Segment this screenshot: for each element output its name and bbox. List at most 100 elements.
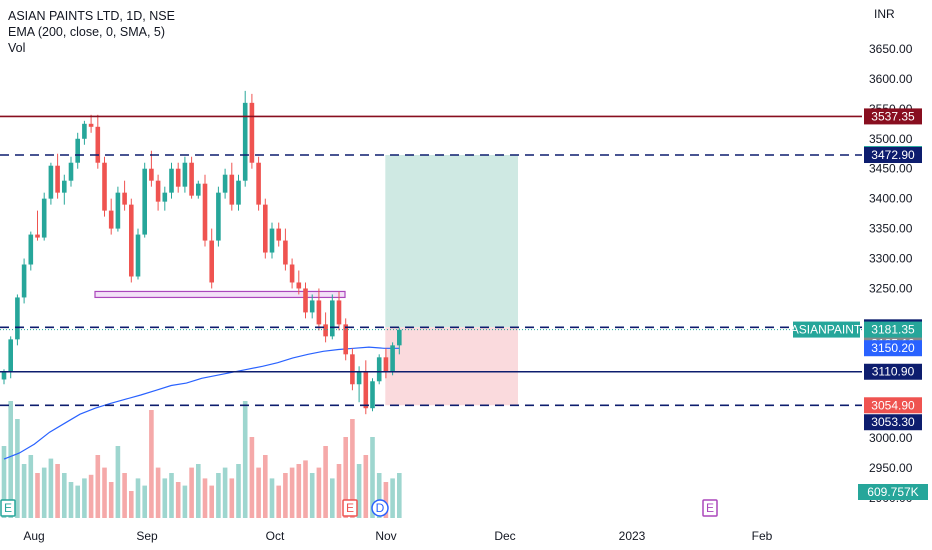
volume-bar [390, 478, 395, 518]
candle [202, 174, 208, 247]
candle [196, 180, 201, 199]
volume-bar [397, 473, 402, 518]
volume-bar [41, 467, 47, 518]
earnings-icon [0, 499, 16, 517]
y-tick-label: 3500.00 [869, 132, 913, 146]
candle [283, 228, 288, 271]
candle-body [108, 210, 114, 229]
event-marker: E [342, 499, 358, 517]
y-tick-label: 3450.00 [869, 162, 913, 176]
price-badge: 3150.20 [864, 340, 922, 357]
candle-body [350, 354, 355, 385]
volume-bar [303, 460, 308, 518]
volume-badge-label: 609.757K [867, 485, 918, 499]
candle-body [209, 240, 214, 283]
candle-body [62, 180, 67, 193]
candle-body [323, 324, 328, 337]
legend-ema[interactable]: EMA (200, close, 0, SMA, 5) [8, 25, 166, 39]
legend-title[interactable]: ASIAN PAINTS LTD, 1D, NSE [8, 9, 175, 23]
candle-body [222, 174, 228, 193]
candle [35, 210, 40, 241]
volume-bar [236, 464, 241, 518]
candle-body [336, 300, 342, 325]
volume-bar [289, 467, 295, 518]
candle-body [216, 192, 221, 241]
candle [256, 156, 261, 211]
price-badge-bg [864, 340, 922, 357]
event-marker-label: E [346, 501, 354, 515]
legend-volume[interactable]: Vol [8, 41, 26, 55]
candle-body [88, 123, 94, 127]
candle [289, 258, 295, 289]
candle-body [242, 102, 248, 181]
event-marker: E [0, 499, 16, 517]
volume-badge-bg [858, 484, 928, 500]
candle [162, 186, 168, 211]
candle [108, 198, 114, 235]
candle-body [15, 297, 20, 340]
candle-body [370, 381, 375, 409]
price-badge: 3110.90 [864, 363, 922, 380]
candle-body [263, 204, 268, 253]
event-marker-label: E [706, 501, 714, 515]
candle [276, 222, 281, 247]
x-tick-label: Oct [266, 529, 285, 543]
candle-body [68, 162, 74, 181]
candle-body [182, 162, 188, 187]
candle-body [55, 165, 60, 193]
candle-body [330, 300, 335, 337]
volume-bar [276, 485, 281, 518]
volume-bar [196, 464, 201, 518]
candle [68, 156, 74, 187]
price-badge: 3181.35 [864, 321, 922, 338]
candle-body [363, 372, 369, 409]
candle-body [1, 372, 7, 380]
candle-body [115, 192, 121, 229]
candle-body [175, 168, 181, 187]
volume-bar [336, 464, 342, 518]
volume-bar [135, 478, 141, 518]
volume-bar [242, 401, 248, 518]
candle-body [390, 345, 395, 373]
price-badge-label: 3053.30 [871, 415, 915, 429]
candle [263, 198, 268, 259]
candle-body [41, 198, 47, 238]
candle [88, 114, 94, 133]
candle-body [48, 165, 54, 199]
volume-bar [21, 464, 27, 518]
volume-bar [175, 482, 181, 518]
profit-zone [385, 155, 518, 328]
candle-body [289, 264, 295, 283]
candle [75, 132, 80, 169]
volume-bar [102, 467, 107, 518]
candle [55, 153, 60, 199]
volume-bar [162, 478, 168, 518]
price-badge: 3472.90 [864, 147, 922, 164]
candle-body [95, 126, 101, 163]
volume-bar [62, 473, 67, 518]
symbol-badge: ASIANPAINT [791, 321, 862, 338]
candle [169, 162, 174, 199]
candle-body [35, 234, 40, 238]
volume-bar [75, 485, 80, 518]
volume-bar [142, 485, 147, 518]
candle-body [376, 357, 382, 382]
y-tick-label: 3350.00 [869, 222, 913, 236]
volume-bar [182, 485, 188, 518]
candle-body [202, 183, 208, 241]
volume-bar [370, 437, 375, 518]
candle-body [283, 240, 288, 265]
candle-body [236, 180, 241, 205]
price-badge-label: 3181.35 [871, 323, 915, 337]
candle [182, 156, 188, 193]
volume-bar [149, 410, 154, 518]
candle [28, 231, 34, 271]
volume-bar [55, 464, 60, 518]
price-badge-label: 3150.20 [871, 341, 915, 355]
candle-body [309, 300, 315, 313]
volume-bar [343, 437, 348, 518]
candle-body [102, 162, 107, 211]
candle [155, 174, 161, 211]
candle-body [28, 234, 34, 265]
